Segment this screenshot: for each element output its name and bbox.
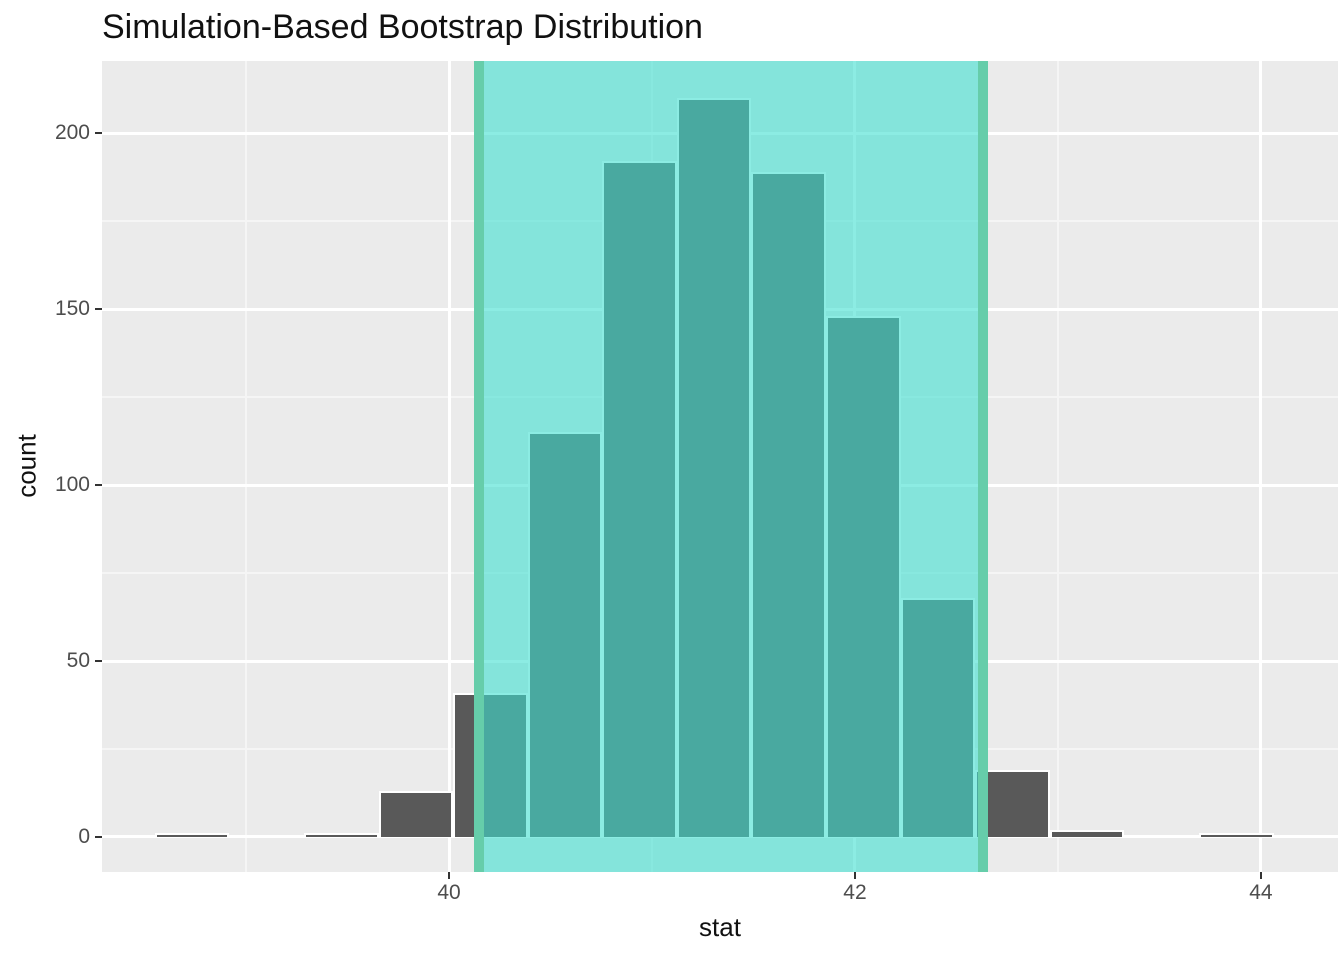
confidence-interval-region [479,61,983,872]
ci-lower-bound-line [474,61,485,872]
y-tick-label: 200 [54,121,90,145]
plot-title: Simulation-Based Bootstrap Distribution [102,8,703,46]
histogram-bar [378,791,454,837]
gridline-major-vertical [447,61,451,872]
x-tick-label: 40 [437,881,461,904]
y-axis-tick [95,660,102,663]
y-tick-label: 100 [54,473,90,497]
x-axis-tick [853,872,856,879]
y-tick-label: 50 [66,649,90,673]
x-axis-tick [1259,872,1262,879]
ci-upper-bound-line [977,61,988,872]
gridline-minor-vertical [245,61,248,872]
y-axis-title: count [11,434,42,498]
histogram-bar [1049,829,1125,837]
histogram-bar [1198,833,1274,837]
histogram-bar [154,833,230,837]
y-tick-label: 0 [78,824,90,848]
y-tick-label: 150 [54,297,90,321]
x-axis-tick [448,872,451,879]
y-axis-tick [95,835,102,838]
plot-panel [102,61,1338,872]
y-axis-tick [95,308,102,311]
x-axis-title: stat [699,912,741,942]
x-tick-label: 42 [843,881,867,904]
histogram-bar [303,833,379,837]
gridline-minor-vertical [1056,61,1059,872]
y-axis-tick [95,132,102,135]
y-axis-tick [95,484,102,487]
x-tick-label: 44 [1249,881,1273,904]
gridline-major-vertical [1259,61,1263,872]
